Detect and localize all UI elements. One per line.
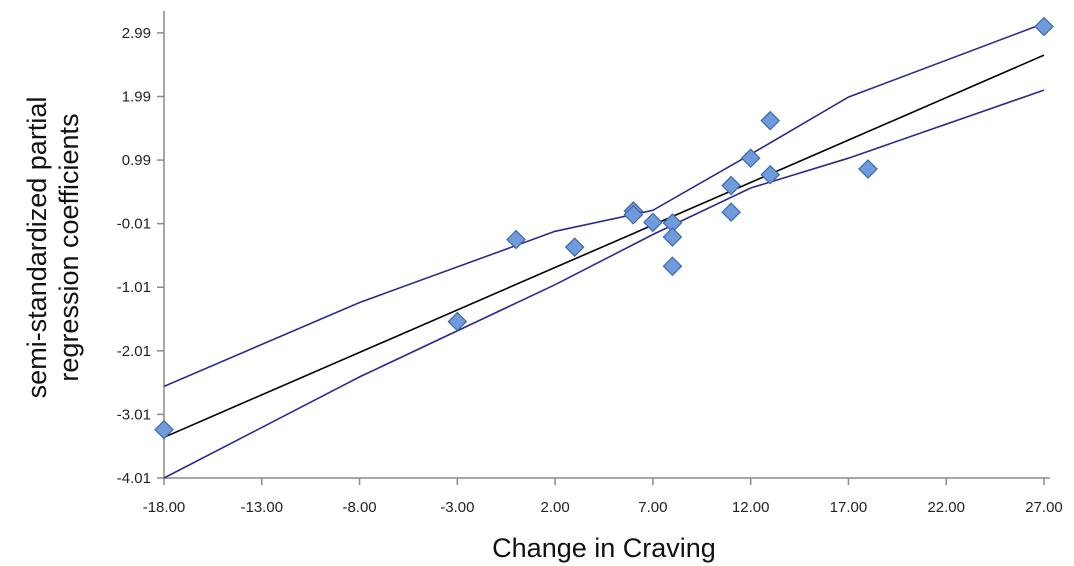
axes — [163, 11, 1050, 479]
y-axis-title: semi-standardized partialregression coef… — [22, 97, 84, 399]
data-point-marker — [506, 229, 526, 250]
y-tick-label: 0.99 — [122, 152, 151, 169]
y-ticks: -4.01 -3.01 -2.01 -1.01 -0.01 0.99 1.99 2.99 — [117, 25, 164, 487]
data-point-marker — [662, 256, 683, 277]
x-tick-label: 17.00 — [830, 499, 868, 516]
data-point-marker — [760, 110, 781, 131]
ci-lower-line — [163, 89, 1045, 479]
x-axis-title: Change in Craving — [492, 533, 716, 563]
data-point-marker — [1034, 16, 1054, 37]
data-point-marker — [858, 159, 878, 179]
regression-fit — [163, 54, 1045, 439]
y-axis-title-line: semi-standardized partial — [22, 97, 52, 399]
ci-upper-line — [163, 22, 1045, 388]
x-tick-label: 22.00 — [927, 499, 965, 516]
y-tick-label: -0.01 — [117, 216, 151, 233]
fit-line — [163, 54, 1045, 439]
x-tick-label: 7.00 — [638, 499, 667, 516]
data-point-marker — [721, 175, 741, 196]
data-point-marker — [154, 419, 174, 440]
y-axis-title-line: regression coefficients — [54, 113, 84, 381]
x-tick-label: 2.00 — [541, 499, 570, 516]
x-tick-label: -13.00 — [241, 499, 284, 516]
x-tick-label: 27.00 — [1025, 499, 1063, 516]
x-tick-label: 12.00 — [732, 499, 770, 516]
data-point-marker — [564, 237, 585, 258]
data-point-marker — [721, 202, 741, 223]
data-point-marker — [623, 204, 644, 225]
y-tick-label: -2.01 — [117, 343, 151, 360]
data-point-marker — [740, 148, 761, 169]
data-points — [154, 16, 1054, 440]
y-tick-label: -4.01 — [117, 470, 151, 487]
data-point-marker — [760, 164, 781, 185]
x-tick-label: -3.00 — [440, 499, 474, 516]
y-tick-label: 2.99 — [122, 25, 151, 42]
y-tick-label: -3.01 — [117, 406, 151, 423]
data-point-marker — [447, 311, 468, 332]
data-point-marker — [643, 212, 663, 233]
x-ticks: -18.00 -13.00 -8.00 -3.00 2.00 7.00 12.00 17.00… — [143, 478, 1063, 516]
y-tick-label: 1.99 — [122, 88, 151, 105]
y-tick-label: -1.01 — [117, 279, 151, 296]
data-point-marker — [662, 227, 683, 247]
x-tick-label: -18.00 — [143, 499, 186, 516]
confidence-band-lines — [163, 22, 1045, 479]
x-tick-label: -8.00 — [342, 499, 376, 516]
